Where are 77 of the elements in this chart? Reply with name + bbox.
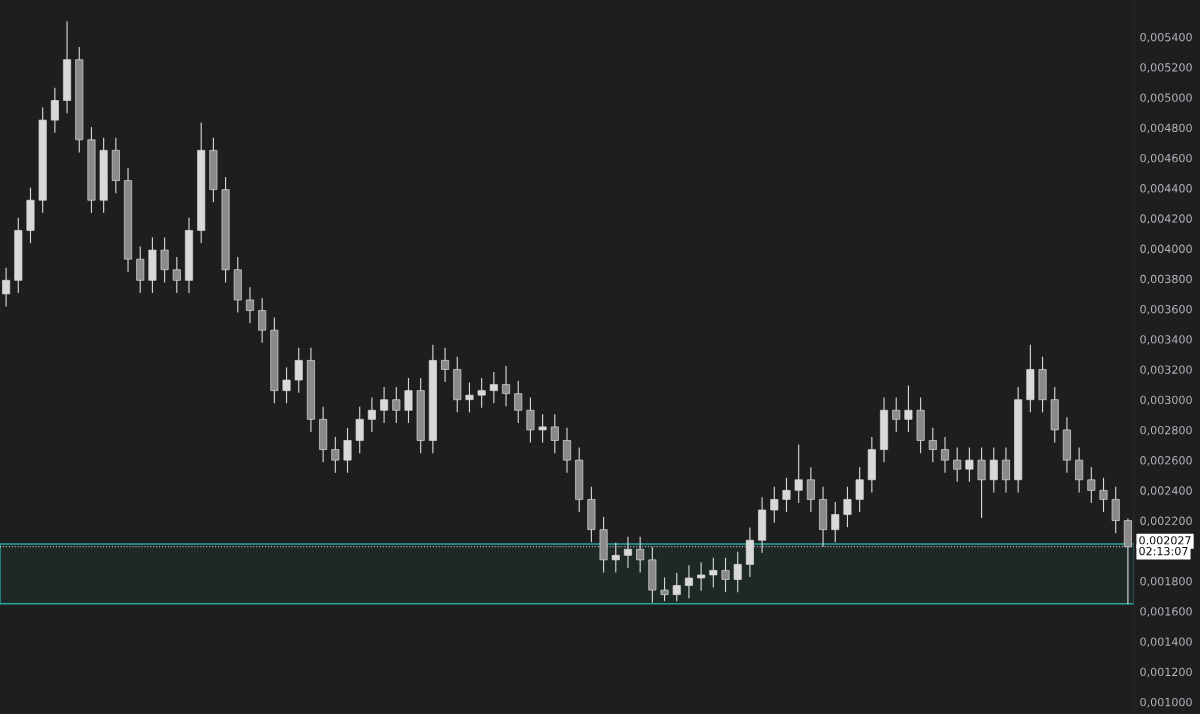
candlestick: [928, 427, 937, 463]
candlestick: [50, 87, 59, 133]
candlestick: [441, 347, 450, 383]
candlestick: [404, 377, 413, 423]
y-tick-label: 0,004800: [1140, 123, 1192, 134]
candlestick: [502, 365, 511, 407]
candlestick: [355, 406, 364, 454]
candlestick: [965, 447, 974, 482]
y-tick-label: 0,004600: [1140, 153, 1192, 164]
candlestick: [136, 246, 145, 293]
candlestick: [904, 385, 913, 432]
candlestick: [514, 381, 523, 423]
y-tick-label: 0,002800: [1140, 425, 1192, 436]
y-tick-label: 0,001200: [1140, 667, 1192, 678]
y-tick-label: 0,001400: [1140, 637, 1192, 647]
y-tick-label: 0,001800: [1140, 577, 1192, 587]
y-tick-label: 0,001000: [1140, 697, 1192, 708]
candlestick: [953, 447, 962, 482]
candlestick: [855, 467, 864, 513]
candlestick: [331, 436, 340, 473]
candlestick: [538, 414, 547, 443]
y-tick-label: 0,004400: [1140, 184, 1192, 194]
y-tick-label: 0,003000: [1140, 395, 1192, 406]
candlestick: [977, 447, 986, 519]
y-tick-label: 0,002400: [1140, 486, 1192, 496]
candlestick: [1111, 486, 1120, 534]
candlestick: [770, 486, 779, 523]
y-tick-label: 0,005200: [1140, 63, 1192, 73]
text: 02:13:07: [1139, 546, 1188, 556]
candlestick: [672, 572, 681, 602]
candlestick: [2, 267, 11, 307]
candlestick: [489, 371, 498, 404]
y-tick-label: 0,005400: [1140, 33, 1192, 43]
y-tick-label: 0,002600: [1140, 456, 1192, 466]
y-tick-label: 0,004000: [1140, 244, 1192, 255]
y-tick-label: 0,003400: [1140, 335, 1192, 345]
candlestick: [709, 557, 718, 588]
candlestick: [1001, 447, 1010, 493]
candlestick: [831, 501, 840, 543]
candlestick: [660, 577, 669, 602]
candlestick: [892, 397, 901, 432]
candlestick: [465, 382, 474, 413]
candlestick: [160, 237, 169, 283]
candlestick: [550, 414, 559, 454]
candlestick: [258, 297, 267, 343]
y-tick-label: 0,001600: [1140, 607, 1192, 617]
candlestick: [721, 557, 730, 593]
y-tick-label: 0,003200: [1140, 365, 1192, 375]
candlestick: [989, 447, 998, 493]
candlestick: [806, 467, 815, 513]
y-tick-label: 0,005000: [1140, 93, 1192, 103]
candlestick: [697, 562, 706, 591]
candlestick: [782, 477, 791, 513]
candlestick: [380, 387, 389, 423]
candlestick: [477, 377, 486, 408]
y-tick-label: 0,003600: [1140, 305, 1192, 315]
y-tick-label: 0,003800: [1140, 274, 1192, 285]
candlestick: [172, 257, 181, 293]
candlestick: [282, 367, 291, 404]
candlestick: [1087, 467, 1096, 503]
y-tick-label: 0,002200: [1140, 516, 1192, 527]
candlestick: [562, 427, 572, 473]
candlestick: [733, 551, 742, 593]
candlestick: [294, 347, 303, 393]
candlestick: [367, 397, 376, 432]
candlestick: [794, 444, 803, 503]
candlestick: [1099, 477, 1108, 513]
y-tick-label: 0,004200: [1140, 214, 1192, 224]
candlestick: [526, 397, 535, 443]
candlestick: [392, 387, 401, 423]
candlestick: [1075, 447, 1084, 493]
candlestick: [940, 436, 950, 473]
candlestick: [684, 565, 693, 599]
candlestick: [843, 486, 852, 528]
candlestick: [245, 287, 254, 324]
candlestick: [343, 427, 352, 473]
ref-line-label: 0,002027: [1139, 536, 1191, 546]
